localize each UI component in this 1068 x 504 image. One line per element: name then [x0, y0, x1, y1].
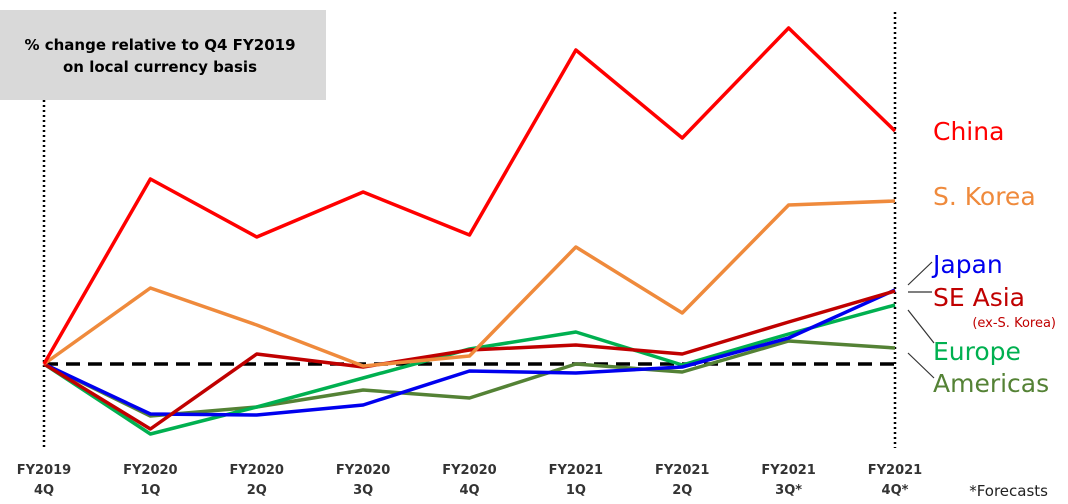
- x-tick-label: FY2021: [761, 463, 815, 478]
- footnote: *Forecasts: [969, 482, 1048, 500]
- x-tick-label: FY2020: [230, 463, 284, 478]
- legend-label: S. Korea: [933, 182, 1036, 211]
- x-tick-label: 3Q: [353, 483, 373, 498]
- legend-label: China: [933, 117, 1004, 146]
- series-line: [42, 199, 896, 368]
- x-tick-label: 2Q: [247, 483, 267, 498]
- x-tick-label: FY2020: [442, 463, 496, 478]
- legend-label: SE Asia: [933, 283, 1025, 312]
- series-line: [43, 289, 896, 431]
- legend-label: Americas: [933, 369, 1049, 398]
- legend-label: Japan: [931, 250, 1003, 279]
- series-line: [43, 339, 896, 418]
- annotation: on local currency basis: [63, 58, 257, 76]
- x-tick-label: 4Q: [34, 483, 54, 498]
- x-tick-label: 4Q*: [882, 483, 909, 498]
- leaders: [907, 261, 935, 379]
- legend-sublabel: (ex-S. Korea): [972, 316, 1056, 331]
- legend-label: Europe: [933, 337, 1021, 366]
- x-tick-label: 3Q*: [775, 483, 802, 498]
- series-line: [42, 26, 897, 365]
- x-tick-label: FY2019: [17, 463, 71, 478]
- x-tick-label: FY2020: [123, 463, 177, 478]
- x-tick-label: FY2021: [655, 463, 709, 478]
- x-tick-label: FY2021: [868, 463, 922, 478]
- annotation-box: [0, 10, 326, 100]
- annotation: % change relative to Q4 FY2019: [24, 36, 295, 54]
- x-tick-label: 1Q: [140, 483, 160, 498]
- x-tick-label: 2Q: [672, 483, 692, 498]
- x-tick-label: FY2021: [549, 463, 603, 478]
- x-tick-label: 1Q: [566, 483, 586, 498]
- x-tick-label: FY2020: [336, 463, 390, 478]
- x-tick-label: 4Q: [459, 483, 479, 498]
- series-line: [43, 288, 896, 417]
